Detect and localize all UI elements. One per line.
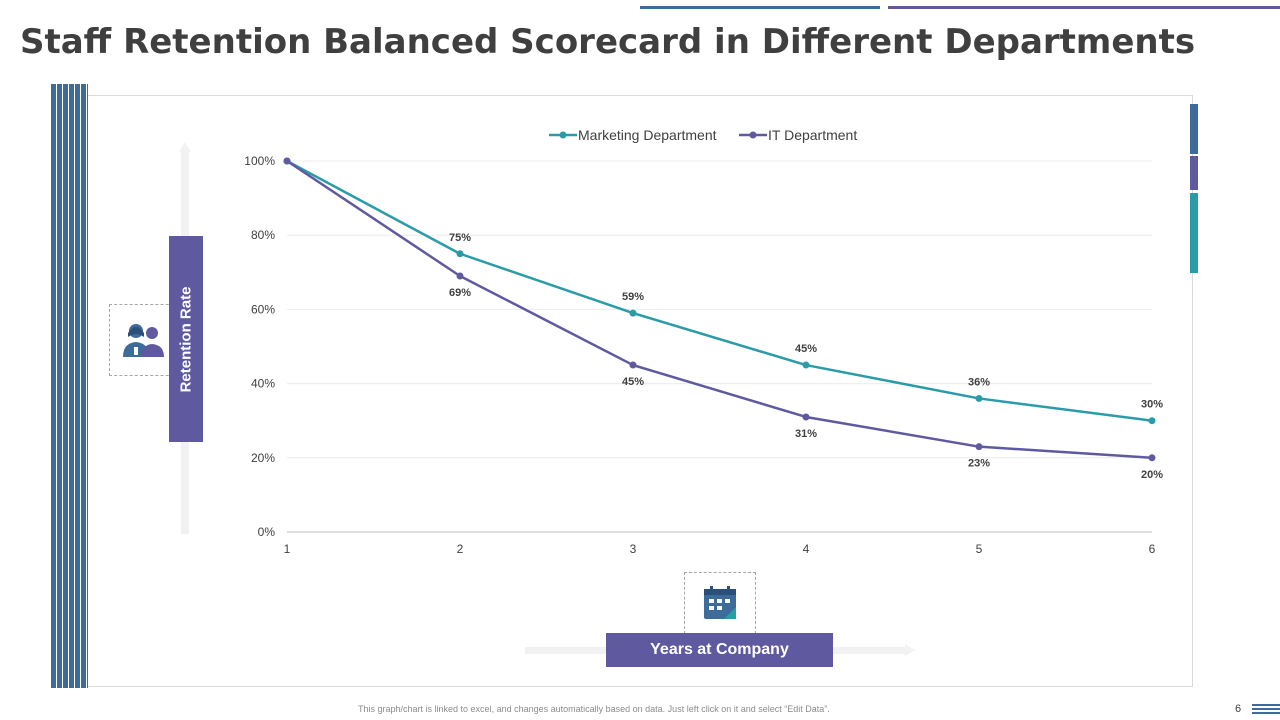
right-accent-bar-teal xyxy=(1190,193,1198,273)
x-tick-label: 3 xyxy=(630,542,637,556)
legend-label: Marketing Department xyxy=(578,127,717,143)
x-axis-label: Years at Company xyxy=(650,641,789,658)
people-icon xyxy=(123,324,164,357)
data-point xyxy=(283,157,291,165)
data-point xyxy=(629,361,637,369)
data-point xyxy=(975,394,983,402)
data-point xyxy=(802,413,810,421)
legend-marker xyxy=(559,131,567,139)
x-tick-label: 6 xyxy=(1149,542,1156,556)
series-line-it xyxy=(286,159,1153,460)
calendar-icon-box xyxy=(684,572,756,634)
legend-marker xyxy=(749,131,757,139)
y-tick-label: 20% xyxy=(251,451,275,465)
footnote: This graph/chart is linked to excel, and… xyxy=(358,704,830,714)
data-label: 69% xyxy=(449,287,471,299)
data-label: 45% xyxy=(622,376,644,388)
data-label: 30% xyxy=(1141,399,1163,411)
right-accent-bar-purple xyxy=(1190,156,1198,190)
data-point xyxy=(1148,454,1156,462)
page-decoration-lines xyxy=(1252,704,1280,716)
data-point xyxy=(629,309,637,317)
right-accent-bar-blue xyxy=(1190,104,1198,154)
data-label: 36% xyxy=(968,376,990,388)
data-point xyxy=(802,361,810,369)
data-label: 59% xyxy=(622,291,644,303)
data-label: 31% xyxy=(795,428,817,440)
data-label: 23% xyxy=(968,458,990,470)
x-tick-label: 4 xyxy=(803,542,810,556)
chart-panel xyxy=(51,95,1193,687)
legend-label: IT Department xyxy=(768,127,857,143)
data-point xyxy=(1148,417,1156,425)
data-label: 45% xyxy=(795,343,817,355)
y-tick-label: 60% xyxy=(251,302,275,316)
data-point xyxy=(456,272,464,280)
y-tick-label: 100% xyxy=(244,154,275,168)
y-tick-label: 0% xyxy=(258,525,276,539)
page-number: 6 xyxy=(1235,703,1242,715)
data-label: 75% xyxy=(449,232,471,244)
x-tick-label: 2 xyxy=(457,542,464,556)
y-tick-label: 80% xyxy=(251,228,275,242)
series-line-marketing xyxy=(286,159,1153,422)
y-tick-label: 40% xyxy=(251,377,275,391)
top-accent-line-right xyxy=(888,6,1280,9)
page-title: Staff Retention Balanced Scorecard in Di… xyxy=(20,22,1196,62)
people-icon-box xyxy=(109,304,179,376)
x-axis-label-box: Years at Company xyxy=(606,633,833,667)
calendar-icon xyxy=(704,586,736,619)
decorative-stripes xyxy=(51,84,88,688)
x-tick-label: 1 xyxy=(284,542,291,556)
data-label: 20% xyxy=(1141,469,1163,481)
top-accent-line-left xyxy=(640,6,880,9)
x-tick-label: 5 xyxy=(976,542,983,556)
data-point xyxy=(975,443,983,451)
y-axis-label-box: Retention Rate xyxy=(169,236,203,442)
data-point xyxy=(456,250,464,258)
